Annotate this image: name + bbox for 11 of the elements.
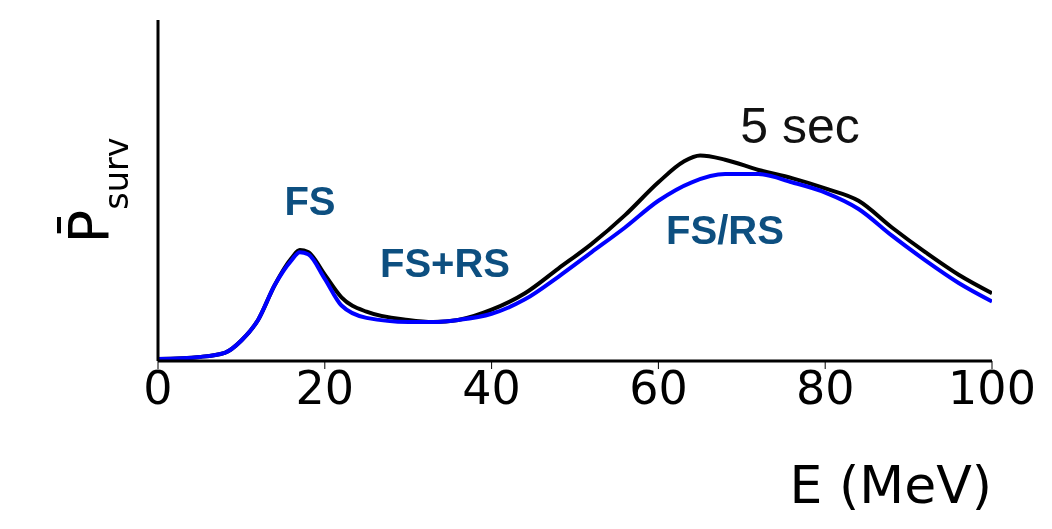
x-axis-title: E (MeV) <box>789 455 992 515</box>
x-tick-label: 0 <box>143 360 173 415</box>
annotation: FS+RS <box>379 241 511 285</box>
x-tick-label: 60 <box>629 360 688 415</box>
x-tick-label: 80 <box>795 360 855 415</box>
text: 5 sec <box>740 98 860 154</box>
x-tick-label: 40 <box>462 360 521 415</box>
annotation: FS/RS <box>666 208 784 252</box>
annotation: FS <box>284 179 336 223</box>
x-tick-label: 100 <box>948 360 1036 415</box>
x-tick-label: 20 <box>295 360 355 415</box>
